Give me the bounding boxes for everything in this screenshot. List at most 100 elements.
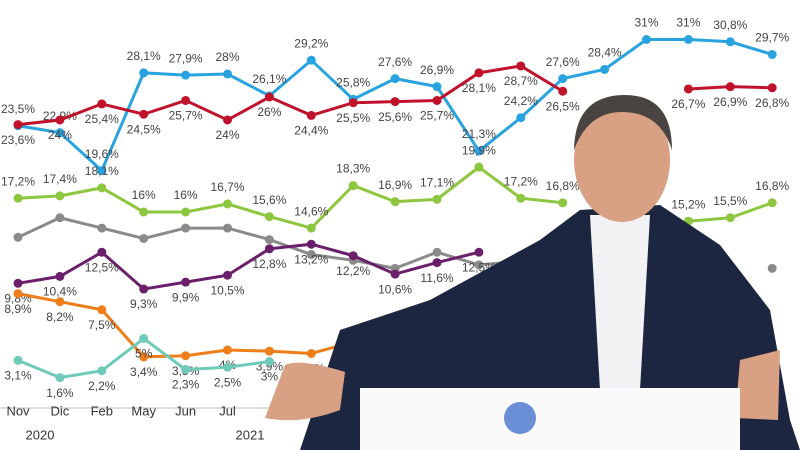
point (181, 365, 191, 375)
year-label: 2021 (236, 427, 265, 442)
photo-overlay (265, 95, 800, 450)
value-label: 21,3% (462, 127, 496, 141)
x-tick-label: Dic (51, 403, 70, 418)
value-label: 26,8% (755, 96, 789, 110)
point (558, 86, 568, 96)
plot: NovDicFebMayJunJul2020202123,5%22,9%19,6… (1, 16, 790, 443)
point (558, 74, 568, 84)
point (558, 198, 568, 208)
year-label: 2020 (26, 427, 55, 442)
value-label: 18,1% (85, 164, 119, 178)
value-label: 10,6% (378, 282, 412, 296)
head (574, 98, 670, 222)
point (55, 213, 65, 223)
value-label: 25,5% (336, 111, 370, 125)
point (223, 345, 232, 355)
point (55, 115, 65, 125)
point (181, 95, 191, 105)
point (97, 223, 107, 233)
value-label: 19,6% (85, 147, 119, 161)
value-label: 26,9% (420, 63, 454, 77)
point (432, 194, 442, 204)
point (139, 284, 149, 294)
point (725, 37, 735, 47)
value-label: 10,4% (43, 285, 77, 299)
point (432, 247, 442, 257)
value-label: 18,3% (336, 162, 370, 176)
value-label: 28,1% (462, 81, 496, 95)
value-label: 28,4% (588, 46, 622, 60)
value-label: 27,9% (169, 51, 203, 65)
value-label: 31% (676, 16, 700, 30)
value-label: 30,8% (713, 18, 747, 32)
hand (735, 350, 780, 420)
point (725, 213, 735, 223)
point (223, 362, 232, 372)
point (181, 277, 191, 287)
value-label: 26% (257, 105, 281, 119)
value-label: 16% (132, 188, 156, 202)
point (767, 49, 777, 59)
value-label: 3% (261, 370, 279, 384)
value-label: 9,9% (172, 290, 200, 304)
point (97, 247, 107, 257)
point (13, 120, 23, 130)
point (139, 233, 149, 243)
value-label: 5% (135, 347, 153, 361)
value-label: 12,8% (252, 257, 286, 271)
point (97, 166, 107, 176)
point (55, 297, 65, 307)
point (683, 84, 693, 94)
value-label: 2,5% (214, 375, 242, 389)
value-label: 24,5% (127, 122, 161, 136)
point (600, 64, 610, 74)
x-tick-label: Feb (91, 403, 113, 418)
x-tick-label: Nov (6, 403, 30, 418)
point (306, 250, 316, 260)
value-label: 17,4% (43, 172, 77, 186)
value-label: 12,2% (336, 264, 370, 278)
hair (574, 95, 672, 150)
value-label: 26,9% (713, 95, 747, 109)
point (390, 97, 400, 107)
point (13, 193, 23, 203)
value-label: 29,2% (294, 36, 328, 50)
value-label: 24,4% (294, 124, 328, 138)
point (390, 269, 400, 279)
value-label: 16,8% (546, 179, 580, 193)
point (13, 289, 23, 299)
value-label: 16,8% (755, 179, 789, 193)
value-label: 2,3% (172, 378, 200, 392)
point (474, 146, 484, 156)
point (97, 305, 107, 315)
point (264, 346, 274, 356)
point (432, 95, 442, 105)
point (13, 355, 23, 365)
value-label: 23,5% (1, 102, 35, 116)
x-tick-label: May (131, 403, 156, 418)
value-label: 26,1% (252, 72, 286, 86)
point (474, 162, 484, 172)
point (767, 83, 777, 93)
point (474, 260, 484, 270)
shirt (590, 215, 650, 390)
value-label: 10,5% (210, 283, 244, 297)
point (474, 247, 484, 257)
point (306, 110, 316, 120)
point (223, 223, 232, 233)
value-label: 15,2% (671, 197, 705, 211)
value-label: 28,1% (127, 49, 161, 63)
value-label: 7,5% (88, 318, 116, 332)
point (264, 235, 274, 245)
point (432, 82, 442, 92)
series-line (17, 292, 396, 359)
point (223, 270, 232, 280)
value-label: 25,4% (85, 112, 119, 126)
badge (504, 402, 536, 434)
value-label: 26,7% (671, 97, 705, 111)
point (264, 357, 274, 366)
point (306, 239, 316, 249)
point (13, 232, 23, 242)
value-label: 23,6% (1, 133, 35, 147)
